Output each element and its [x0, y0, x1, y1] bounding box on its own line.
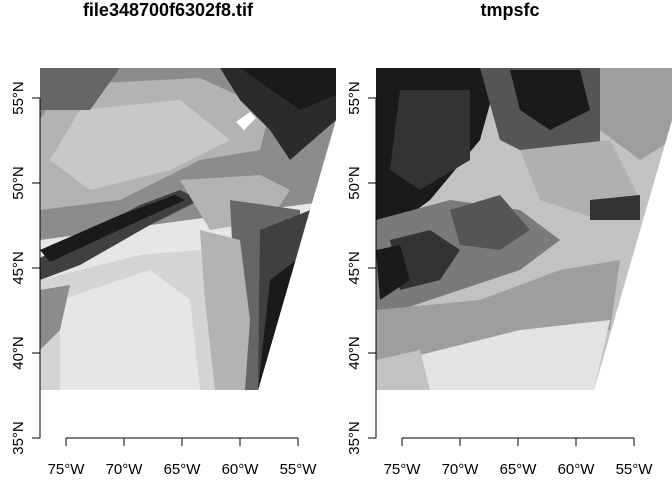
panel-2-lat-labels: 35°N 40°N 45°N 50°N 55°N	[346, 81, 363, 455]
lon-tick-label: 70°W	[106, 461, 144, 478]
panel-2-axes	[368, 97, 635, 446]
lat-tick-label: 45°N	[10, 251, 27, 285]
lat-tick-label: 40°N	[10, 336, 27, 370]
lon-tick-label: 55°W	[616, 461, 654, 478]
lon-tick-label: 60°W	[558, 461, 596, 478]
lon-tick-label: 75°W	[384, 461, 422, 478]
lat-tick-label: 40°N	[346, 336, 363, 370]
lat-tick-label: 55°N	[10, 81, 27, 115]
lat-tick-label: 35°N	[346, 421, 363, 455]
panel-1-title: file348700f6302f8.tif	[82, 0, 254, 20]
panel-2-raster	[376, 68, 672, 390]
panel-1-raster	[40, 68, 336, 390]
lon-tick-label: 65°W	[164, 461, 202, 478]
panel-1-axes	[32, 97, 299, 446]
lat-tick-label: 55°N	[346, 81, 363, 115]
lon-tick-label: 75°W	[48, 461, 86, 478]
lon-tick-label: 60°W	[222, 461, 260, 478]
panel-2-title: tmpsfc	[480, 0, 540, 20]
lon-tick-label: 65°W	[500, 461, 538, 478]
lon-tick-label: 55°W	[280, 461, 318, 478]
lat-tick-label: 45°N	[346, 251, 363, 285]
panel-2-lon-labels: 75°W 70°W 65°W 60°W 55°W	[384, 461, 654, 478]
lat-tick-label: 50°N	[10, 166, 27, 200]
lat-tick-label: 35°N	[10, 421, 27, 455]
panel-1-lon-labels: 75°W 70°W 65°W 60°W 55°W	[48, 461, 318, 478]
lon-tick-label: 70°W	[442, 461, 480, 478]
panel-1-lat-labels: 35°N 40°N 45°N 50°N 55°N	[10, 81, 27, 455]
lat-tick-label: 50°N	[346, 166, 363, 200]
